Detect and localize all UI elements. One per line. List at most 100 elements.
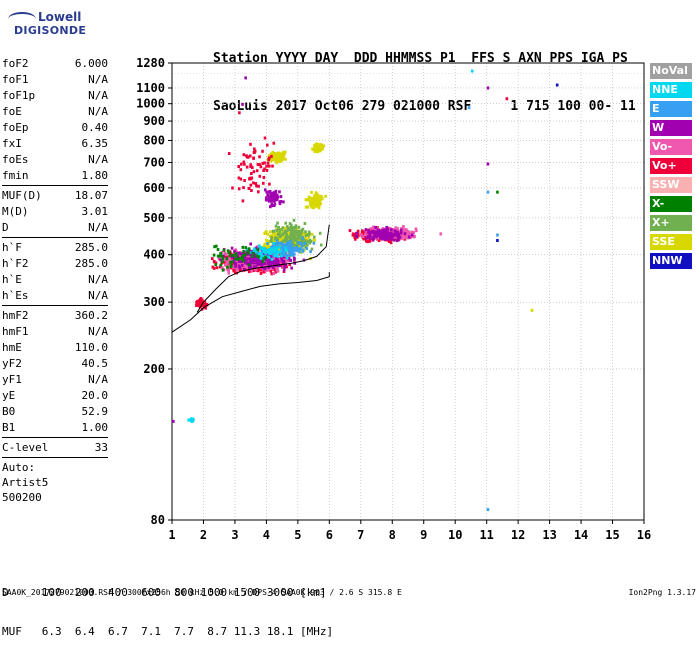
echo-point (281, 226, 285, 230)
echo-point (314, 193, 318, 197)
echo-point (228, 254, 232, 258)
echo-point (247, 259, 251, 263)
echo-point (299, 232, 302, 236)
y-tick-label: 1000 (136, 97, 165, 111)
echo-point (292, 238, 295, 242)
echo-point (368, 236, 372, 240)
echo-point (399, 231, 403, 235)
param-label: D (2, 221, 9, 234)
echo-point (227, 250, 230, 254)
echo-point (371, 237, 375, 241)
param-separator (2, 437, 108, 438)
echo-point (310, 190, 313, 194)
echo-point (232, 253, 235, 257)
echo-point (233, 268, 236, 272)
echo-point (219, 252, 222, 255)
echo-point (287, 249, 291, 253)
echo-point (412, 235, 416, 239)
echo-point (271, 252, 275, 256)
echo-point (320, 143, 323, 147)
echo-point (530, 308, 534, 312)
echo-point (172, 419, 175, 423)
echo-point (274, 234, 278, 238)
echo-point (306, 205, 309, 209)
echo-point (219, 258, 222, 262)
echo-point (290, 266, 293, 270)
legend-item-x-plus: X+ (650, 215, 692, 231)
echo-point (274, 237, 277, 241)
echo-point (188, 418, 191, 422)
echo-point (267, 255, 271, 259)
legend-item-sse: SSE (650, 234, 692, 250)
echo-point (369, 227, 373, 231)
echo-point (242, 160, 246, 164)
echo-point (230, 246, 234, 250)
echo-point (277, 159, 281, 163)
echo-point (243, 179, 246, 182)
echo-point (304, 239, 307, 243)
echo-point (284, 157, 287, 161)
param-value: 0.40 (81, 121, 109, 134)
param-row: yE 20.0 (2, 388, 108, 404)
echo-point (263, 270, 266, 274)
echo-point (237, 187, 241, 191)
echo-point (257, 255, 260, 259)
echo-point (249, 183, 253, 187)
echo-point (404, 235, 408, 239)
echo-point (239, 263, 242, 267)
x-tick-label: 1 (168, 528, 175, 542)
echo-point (295, 230, 299, 234)
echo-point (246, 155, 249, 159)
echo-point (263, 232, 266, 235)
echo-point (282, 236, 285, 239)
echo-point (226, 265, 229, 269)
echo-point (293, 261, 297, 265)
echo-point (234, 271, 237, 275)
echo-point (314, 204, 318, 208)
echo-point (311, 201, 315, 205)
echo-point (304, 198, 308, 202)
echo-point (294, 224, 298, 228)
echo-point (280, 254, 283, 258)
echo-point (270, 236, 273, 240)
echo-point (274, 156, 277, 160)
echo-point (250, 176, 254, 180)
echo-point (368, 239, 372, 243)
x-tick-label: 16 (637, 528, 651, 542)
echo-point (385, 225, 389, 229)
param-label: foEp (2, 121, 29, 134)
echo-point (229, 265, 233, 268)
param-row: hmF1 N/A (2, 324, 108, 340)
echo-point (221, 257, 224, 261)
echo-point (277, 247, 281, 251)
echo-point (268, 164, 271, 168)
param-value: N/A (88, 289, 108, 302)
echo-point (272, 196, 276, 200)
echo-point (293, 252, 296, 256)
x-tick-label: 10 (448, 528, 462, 542)
echo-point (282, 244, 285, 248)
echo-point (383, 233, 387, 237)
x-tick-label: 8 (389, 528, 396, 542)
echo-point (439, 232, 443, 236)
y-tick-label: 1100 (136, 81, 165, 95)
param-label: yE (2, 389, 16, 402)
echo-point (400, 236, 404, 240)
echo-point (261, 247, 265, 251)
x-tick-label: 13 (542, 528, 556, 542)
echo-point (280, 256, 283, 260)
echo-point (274, 155, 278, 159)
echo-point (263, 267, 267, 271)
echo-point (304, 233, 308, 237)
echo-point (370, 230, 374, 234)
param-row: fxI 6.35 (2, 136, 108, 152)
echo-point (304, 232, 307, 235)
echo-point (200, 298, 204, 302)
echo-point (273, 199, 276, 203)
param-row: hmF2 360.2 (2, 308, 108, 324)
echo-point (282, 200, 285, 204)
echo-point (212, 253, 216, 257)
echo-point (224, 263, 228, 266)
echo-point (259, 256, 262, 260)
y-tick-label: 800 (143, 133, 165, 147)
